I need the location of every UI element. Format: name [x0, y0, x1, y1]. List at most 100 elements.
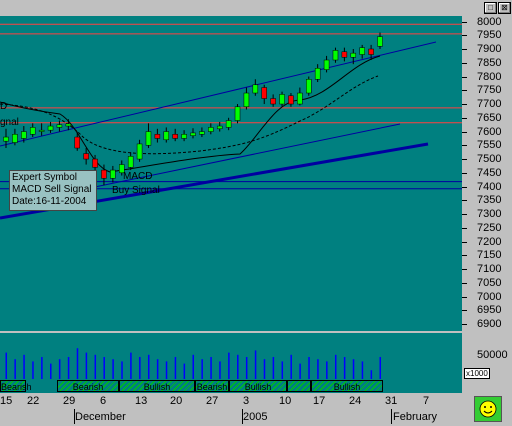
pattern-bearish-2[interactable]: Bearish	[57, 380, 119, 392]
candle-body	[110, 169, 116, 179]
macd-label-mid: MACD	[123, 171, 153, 182]
date-tick: 27	[206, 395, 219, 407]
price-axis-tick	[462, 282, 467, 284]
volume-bar	[308, 357, 310, 379]
candle-body	[181, 134, 187, 139]
price-axis-tick	[462, 227, 467, 229]
volume-bar	[272, 357, 275, 379]
month-divider	[74, 409, 75, 424]
date-tick: 17	[313, 395, 326, 407]
volume-bar	[228, 352, 230, 379]
expert-tooltip: Expert Symbol MACD Sell Signal Date:16-1…	[9, 170, 97, 211]
candle-body	[145, 131, 152, 146]
candle-body	[306, 79, 312, 94]
tooltip-line-3: Date:16-11-2004	[12, 196, 87, 207]
candle-body	[56, 124, 63, 128]
candle-body	[21, 131, 27, 139]
volume-bar	[334, 354, 337, 379]
price-axis-tick	[462, 159, 467, 161]
price-axis-label: 7000	[477, 290, 502, 303]
volume-bar	[326, 361, 328, 379]
volume-axis-label: 50000	[477, 349, 508, 361]
price-axis-tick	[462, 62, 467, 64]
price-axis-tick	[462, 214, 467, 216]
price-axis-tick	[462, 310, 467, 312]
volume-axis: 50000 x1000	[462, 333, 512, 379]
volume-bar	[343, 357, 346, 379]
price-axis-label: 7450	[477, 166, 502, 179]
candle-body	[136, 143, 143, 160]
volume-bar	[94, 354, 97, 379]
volume-bar	[130, 352, 132, 379]
volume-panel[interactable]	[0, 333, 462, 379]
volume-svg	[5, 348, 381, 379]
pattern-mini-1[interactable]	[287, 380, 311, 392]
moving-average-solid	[0, 55, 381, 173]
year-2005: 2005	[243, 411, 268, 423]
candle-body	[225, 120, 232, 128]
price-axis-label: 7600	[477, 125, 502, 138]
price-axis-label: 7350	[477, 194, 502, 207]
candle-body	[47, 125, 54, 131]
candle-body	[314, 68, 321, 80]
volume-bar	[183, 363, 186, 379]
volume-bar	[192, 354, 194, 379]
volume-bar	[5, 352, 7, 379]
volume-bar	[58, 359, 61, 379]
candle-body	[12, 134, 18, 143]
pattern-bullish-3[interactable]: Bullish	[311, 380, 383, 392]
volume-bar	[165, 361, 168, 379]
volume-bar	[41, 357, 43, 379]
date-tick: 3	[243, 395, 250, 407]
pattern-bearish-3[interactable]: Bearish	[195, 380, 229, 392]
price-axis-label: 7300	[477, 208, 502, 221]
smiley-icon[interactable]	[474, 396, 502, 422]
price-axis-label: 7850	[477, 56, 502, 69]
candle-body	[127, 156, 134, 168]
price-axis-tick	[462, 76, 467, 78]
candle-body	[163, 131, 170, 141]
price-chart[interactable]: D gnal MACD Buy Signal Expert Symbol MAC…	[0, 16, 462, 331]
date-tick: 6	[100, 395, 107, 407]
date-tick: 29	[63, 395, 76, 407]
volume-bar	[201, 359, 203, 379]
price-axis-tick	[462, 104, 467, 106]
volume-bar	[67, 357, 70, 379]
candle-body	[119, 164, 125, 174]
tooltip-line-2: MACD Sell Signal	[12, 184, 92, 195]
price-axis-tick	[462, 296, 467, 298]
volume-bar	[361, 361, 364, 379]
date-tick: 13	[135, 395, 148, 407]
volume-bar	[317, 359, 319, 379]
trend-line-upper	[0, 41, 437, 147]
date-tick: 10	[279, 395, 292, 407]
price-axis-label: 7250	[477, 221, 502, 234]
volume-bar	[263, 359, 266, 379]
pattern-bullish-2[interactable]: Bullish	[229, 380, 287, 392]
candle-body	[368, 48, 374, 55]
price-axis-tick	[462, 255, 467, 257]
month-december: December	[75, 411, 126, 423]
volume-bar	[379, 357, 381, 379]
volume-bar	[23, 354, 25, 379]
pattern-bullish-1[interactable]: Bullish	[119, 380, 195, 392]
volume-bar	[281, 361, 284, 379]
candle-body	[172, 134, 178, 139]
date-tick: 31	[385, 395, 398, 407]
volume-bar	[50, 363, 52, 379]
volume-bar	[254, 350, 257, 379]
minimize-button[interactable]: □	[484, 2, 497, 14]
pattern-bearish-1[interactable]: Bearish	[0, 380, 32, 392]
volume-bar	[174, 357, 177, 379]
price-axis-label: 8000	[477, 15, 502, 28]
candle-body	[243, 92, 250, 108]
price-axis-tick	[462, 324, 467, 326]
volume-bar	[210, 357, 212, 379]
candle-body	[216, 125, 223, 130]
price-axis-label: 7950	[477, 29, 502, 42]
close-button[interactable]: ⊠	[498, 2, 511, 14]
volume-bar	[290, 354, 292, 379]
volume-bar	[112, 359, 114, 379]
price-axis-tick	[462, 49, 467, 50]
candle-body	[279, 94, 285, 105]
